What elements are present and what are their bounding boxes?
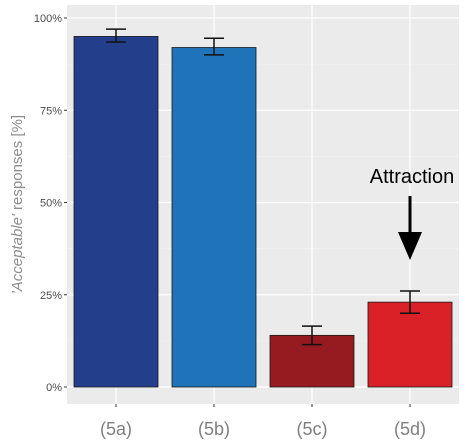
bars bbox=[73, 36, 453, 388]
error-bar-5d bbox=[400, 290, 420, 314]
x-tick-label: (5c) bbox=[297, 419, 328, 439]
y-axis-label-rest: responses [%] bbox=[9, 115, 26, 214]
bar-5b bbox=[171, 47, 257, 388]
x-axis-ticks: (5a) (5b) (5c) (5d) bbox=[100, 404, 426, 439]
x-tick-label: (5a) bbox=[100, 419, 132, 439]
error-bars bbox=[106, 28, 420, 346]
y-tick-label: 25% bbox=[40, 290, 62, 302]
y-axis-label: 'Acceptable' responses [%] bbox=[9, 115, 26, 294]
bar-5a bbox=[73, 36, 159, 388]
y-tick-label: 0% bbox=[46, 382, 62, 394]
bar-5d bbox=[367, 301, 453, 388]
y-tick-label: 100% bbox=[34, 13, 62, 25]
attraction-annotation: Attraction bbox=[370, 166, 454, 260]
x-tick-label: (5b) bbox=[198, 419, 230, 439]
error-bar-5b bbox=[204, 37, 224, 56]
x-tick-label: (5d) bbox=[394, 419, 426, 439]
y-tick-label: 75% bbox=[40, 105, 62, 117]
y-axis-ticks: 0% 25% 50% 75% 100% bbox=[34, 13, 67, 394]
error-bar-5c bbox=[302, 325, 322, 346]
error-bar-5a bbox=[106, 28, 126, 43]
annotation-arrow-head bbox=[398, 232, 422, 260]
annotation-label: Attraction bbox=[370, 166, 454, 188]
y-axis-label-italic: 'Acceptable' bbox=[9, 213, 26, 294]
y-tick-label: 50% bbox=[40, 198, 62, 210]
